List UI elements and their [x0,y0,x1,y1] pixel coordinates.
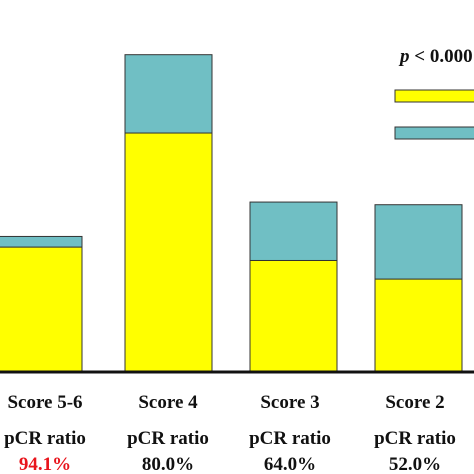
x-tick-label: Score 3 [260,392,319,413]
bar-1-segment-2 [0,235,83,248]
bars-group [0,54,463,373]
x-tick-label: Score 5-6 [7,392,82,413]
x-tick-label: Score 2 [385,392,444,413]
ratio-label: pCR ratio [4,428,86,449]
bar-3-segment-2 [249,201,338,261]
ratio-value: 64.0% [264,454,316,474]
legend-swatch-series-2 [394,126,474,140]
p-value-annotation: p < 0.000 [398,46,473,67]
x-tick-label: Score 4 [138,392,198,413]
legend: p < 0.000 [394,46,474,140]
ratio-value: 94.1% [19,454,71,474]
bar-2-segment-2 [124,54,213,134]
p-value-prefix: p [398,46,410,67]
bar-4-segment-2 [374,204,463,280]
legend-swatch-series-1 [394,89,474,103]
bar-2-segment-1 [124,132,213,373]
ratio-value: 80.0% [142,454,194,474]
bar-3-segment-1 [249,259,338,373]
ratio-labels: pCR ratio 94.1% pCR ratio 80.0% pCR ratio 64.… [4,428,456,474]
x-tick-labels: Score 5-6 Score 4 Score 3 Score 2 [7,392,444,413]
ratio-label: pCR ratio [249,428,331,449]
bar-1-segment-1 [0,246,83,373]
ratio-value: 52.0% [389,454,441,474]
bar-4-segment-1 [374,278,463,373]
ratio-label: pCR ratio [374,428,456,449]
ratio-label: pCR ratio [127,428,209,449]
p-value-text: < 0.000 [410,46,473,67]
